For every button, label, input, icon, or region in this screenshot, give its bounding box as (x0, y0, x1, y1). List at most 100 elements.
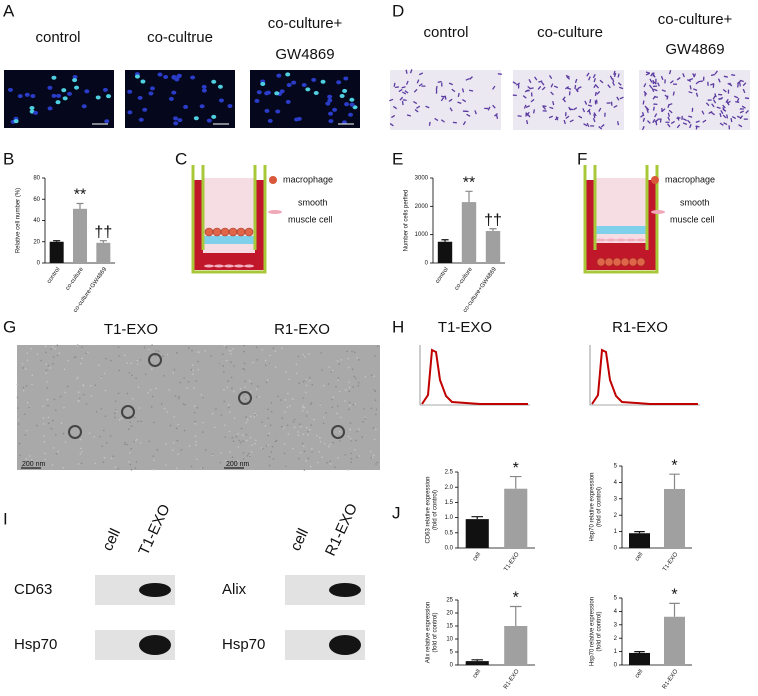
noise (358, 382, 360, 384)
y-tick-label: 2 (614, 636, 618, 642)
noise (174, 369, 176, 371)
membrane (595, 226, 647, 234)
noise (303, 434, 305, 436)
noise (135, 467, 137, 469)
noise (78, 391, 80, 393)
macrophage-icon (651, 176, 659, 184)
noise (115, 400, 117, 402)
noise (129, 452, 131, 454)
noise (227, 380, 229, 382)
noise (166, 411, 168, 413)
error-bar (669, 603, 680, 616)
bar (664, 489, 685, 548)
noise (87, 351, 89, 353)
noise (139, 407, 141, 409)
error-bar (53, 241, 60, 242)
noise (348, 408, 350, 410)
nucleus (280, 89, 285, 93)
noise (47, 387, 49, 389)
y-axis-label: Hsp70 relative expression (590, 472, 596, 541)
macrophage (597, 258, 605, 266)
noise (271, 402, 273, 404)
noise (329, 460, 331, 462)
y-tick-label: 20 (33, 239, 40, 245)
noise (311, 448, 313, 450)
noise (229, 350, 231, 352)
noise (129, 421, 131, 423)
noise (223, 371, 225, 373)
noise (267, 444, 269, 446)
noise (134, 417, 136, 419)
noise (363, 408, 365, 410)
bar (438, 242, 452, 263)
macrophage (613, 258, 621, 266)
noise (162, 355, 164, 357)
noise (48, 417, 50, 419)
noise (28, 406, 30, 408)
noise (256, 388, 258, 390)
noise (118, 346, 120, 348)
noise (155, 350, 157, 352)
noise (126, 362, 128, 364)
y-tick-label: 1000 (415, 232, 429, 238)
image-title: co-culture+ (658, 11, 733, 28)
noise (45, 346, 47, 348)
noise (153, 422, 155, 424)
noise (137, 360, 139, 362)
noise (276, 440, 278, 442)
cell (497, 115, 498, 119)
noise (355, 440, 357, 442)
nucleus (72, 78, 77, 82)
noise (117, 468, 119, 470)
nucleus (305, 87, 310, 91)
noise (124, 355, 126, 357)
noise (302, 397, 304, 399)
noise (249, 455, 251, 457)
noise (16, 384, 18, 386)
noise (250, 416, 252, 418)
noise (306, 427, 308, 429)
cell (394, 83, 395, 87)
noise (288, 379, 290, 381)
noise (76, 345, 78, 347)
nucleus (264, 109, 269, 113)
lane-label: cell (287, 526, 312, 554)
noise (281, 348, 283, 350)
y-axis-label: CD63 relative expression (426, 476, 432, 543)
noise (242, 368, 244, 370)
noise (348, 358, 350, 360)
noise (347, 469, 349, 471)
noise (36, 425, 38, 427)
smc (224, 265, 234, 268)
noise (202, 397, 204, 399)
noise (145, 373, 147, 375)
noise (373, 427, 375, 429)
noise (331, 406, 333, 408)
noise (138, 386, 140, 388)
noise (325, 412, 327, 414)
noise (293, 421, 295, 423)
noise (356, 357, 358, 359)
error-bar (77, 204, 84, 209)
noise (261, 349, 263, 351)
noise (264, 425, 266, 427)
noise (338, 363, 340, 365)
image-title: control (423, 24, 468, 41)
noise (273, 458, 275, 460)
noise (172, 449, 174, 451)
noise (17, 407, 19, 409)
noise (354, 351, 356, 353)
nucleus (135, 75, 140, 79)
noise (118, 355, 120, 357)
lane-label: T1-EXO (135, 502, 173, 558)
y-tick-label: 4 (614, 609, 618, 615)
cell (445, 96, 446, 100)
noise (81, 358, 83, 360)
noise (230, 361, 232, 363)
noise (130, 448, 132, 450)
noise (241, 428, 243, 430)
cell (696, 126, 697, 130)
nucleus (84, 89, 89, 93)
noise (305, 391, 307, 393)
noise (46, 369, 48, 371)
